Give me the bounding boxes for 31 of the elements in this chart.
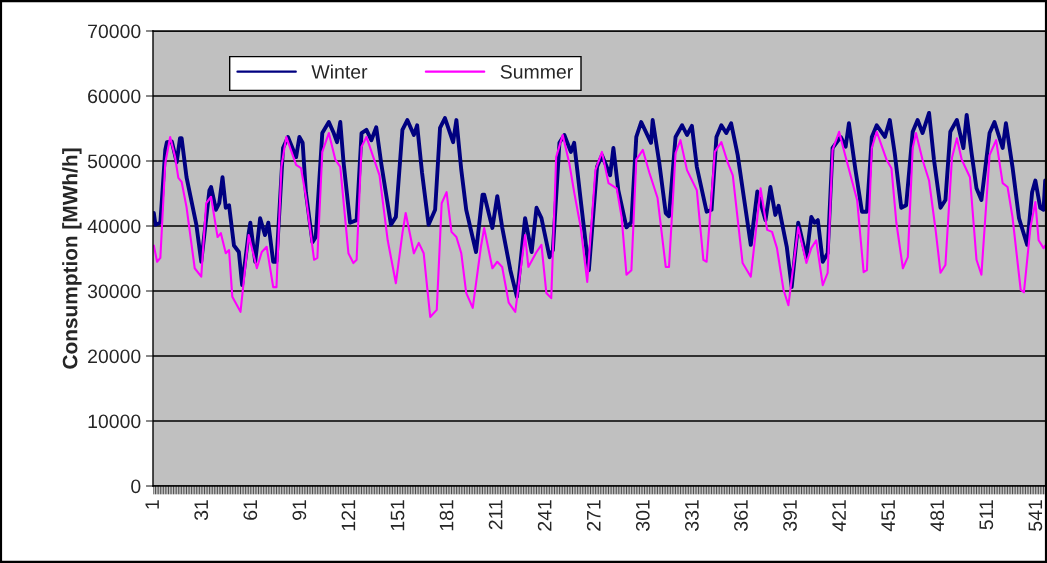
y-tick-label: 20000	[88, 349, 141, 364]
y-tick-label: 50000	[87, 154, 141, 169]
x-tick-label: 361	[734, 500, 748, 531]
x-tick-label: 151	[390, 500, 405, 531]
x-tick-label: 31	[194, 500, 209, 521]
x-tick-label: 421	[832, 500, 846, 532]
x-tick-label: 91	[292, 500, 307, 520]
y-tick-label: 60000	[88, 89, 141, 104]
x-tick-label: 61	[243, 500, 258, 520]
x-tick-label: 391	[783, 500, 797, 531]
y-tick-label: 30000	[87, 284, 141, 299]
line-series	[153, 130, 1046, 319]
x-tick-label: 271	[586, 500, 601, 531]
x-tick-label: 121	[341, 500, 356, 531]
x-tick-label: 211	[488, 500, 503, 530]
x-tick-label: 181	[439, 500, 454, 531]
legend-label: Summer	[500, 64, 573, 79]
y-tick-label: 40000	[87, 219, 141, 234]
x-tick-label: 241	[537, 500, 552, 531]
x-tick-label: 331	[684, 500, 699, 531]
y-tick-label: 0	[131, 479, 141, 494]
x-tick-label: 301	[635, 500, 650, 531]
x-tick-label: 1	[145, 500, 159, 509]
x-tick-label: 481	[930, 500, 945, 532]
y-axis-title: Consumption [MWh/h]	[62, 148, 82, 369]
x-tick-label: 511	[979, 500, 994, 530]
y-tick-label: 70000	[88, 24, 141, 39]
y-tick-label: 10000	[88, 414, 141, 429]
x-tick-label: 541	[1028, 500, 1043, 531]
legend-label: Winter	[311, 64, 368, 79]
x-tick-label: 451	[881, 500, 896, 532]
